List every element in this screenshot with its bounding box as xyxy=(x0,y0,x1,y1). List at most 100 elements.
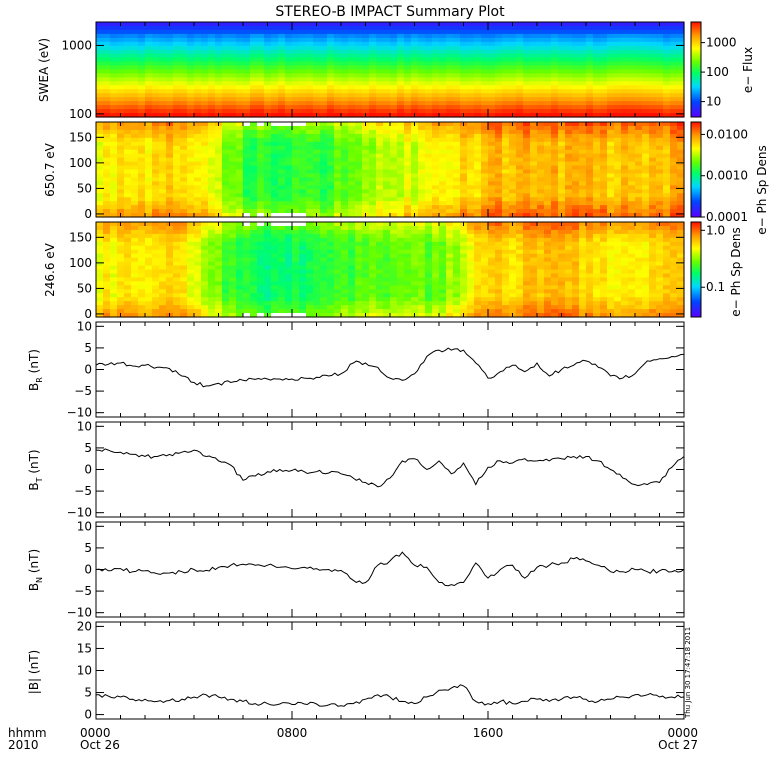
pad246-cell xyxy=(236,293,244,298)
pad650-cell xyxy=(509,125,517,131)
swea-cell xyxy=(621,101,629,106)
pad650-cell xyxy=(579,169,587,175)
pad650-cell xyxy=(299,145,307,151)
pad650-cell xyxy=(425,145,433,151)
pad650-cell xyxy=(565,122,573,127)
pad650-cell xyxy=(138,197,146,202)
pad650-cell xyxy=(621,201,629,206)
pad246-cell xyxy=(138,277,146,282)
pad246-cell xyxy=(299,261,307,267)
pad650-cell xyxy=(201,201,209,206)
swea-cell xyxy=(145,61,153,67)
pad650-cell xyxy=(586,169,594,175)
pad650-cell xyxy=(145,141,153,147)
pad650-cell xyxy=(229,145,237,151)
pad650-cell xyxy=(320,137,328,143)
pad650-cell xyxy=(390,205,398,210)
pad650-cell xyxy=(495,201,503,206)
pad650-cell xyxy=(572,145,580,151)
swea-cell xyxy=(103,49,111,55)
pad650-cell xyxy=(453,141,461,147)
pad650-cell xyxy=(537,201,545,206)
swea-cell xyxy=(299,22,307,27)
pad246-cell xyxy=(320,257,328,263)
swea-cell xyxy=(208,101,216,106)
swea-cell xyxy=(103,41,111,47)
swea-cell xyxy=(621,105,629,110)
swea-cell xyxy=(397,53,405,59)
swea-cell xyxy=(607,93,615,98)
pad650-cell xyxy=(537,205,545,210)
pad650-cell xyxy=(180,209,188,214)
swea-cell xyxy=(411,69,419,75)
swea-cell xyxy=(145,113,153,118)
pad650-cell xyxy=(103,129,111,135)
swea-cell xyxy=(481,49,489,55)
pad650-cell xyxy=(558,145,566,151)
pad650-cell xyxy=(285,129,293,135)
swea-cell xyxy=(292,33,300,39)
swea-cell xyxy=(397,69,405,75)
pad246-cell xyxy=(299,233,307,239)
pad650-cell xyxy=(285,177,293,182)
pad650-cell xyxy=(250,165,258,171)
swea-cell xyxy=(355,109,363,114)
pad246-cell xyxy=(313,289,321,294)
swea-cell xyxy=(481,85,489,90)
pad650-cell xyxy=(642,157,650,163)
swea-cell xyxy=(152,53,160,59)
pad650-cell xyxy=(432,133,440,139)
swea-cell xyxy=(523,85,531,90)
pad650-cell xyxy=(369,209,377,214)
pad246-cell xyxy=(96,233,104,239)
pad246-cell xyxy=(257,265,265,271)
swea-cell xyxy=(383,69,391,75)
pad650-cell xyxy=(187,173,195,179)
swea-cell xyxy=(460,49,468,55)
pad650-cell xyxy=(649,129,657,135)
pad650-cell xyxy=(180,129,188,135)
pad650-cell xyxy=(299,149,307,155)
pad650-cell xyxy=(383,161,391,167)
pad650-cell xyxy=(467,165,475,171)
pad246-gap-cell xyxy=(299,222,307,227)
pad246-cell xyxy=(313,281,321,286)
swea-cell xyxy=(362,37,370,43)
pad650-cell xyxy=(215,177,223,182)
pad246-cell xyxy=(187,297,195,302)
pad650-cell xyxy=(369,185,377,190)
pad246-cell xyxy=(285,277,293,282)
swea-cell xyxy=(376,69,384,75)
swea-cell xyxy=(635,33,643,39)
swea-cell xyxy=(418,57,426,63)
pad650-cell xyxy=(425,141,433,147)
pad246-cell xyxy=(257,253,265,259)
swea-cell xyxy=(110,65,118,71)
pad246-cell xyxy=(201,289,209,294)
pad246-cell xyxy=(96,281,104,286)
pad246-cell xyxy=(173,273,181,279)
pad246-cell xyxy=(159,222,167,227)
swea-cell xyxy=(579,49,587,55)
swea-cell xyxy=(656,57,664,63)
swea-cell xyxy=(635,73,643,79)
pad650-cell xyxy=(418,141,426,147)
pad246-cell xyxy=(152,297,160,302)
swea-cell xyxy=(579,33,587,39)
swea-cell xyxy=(593,85,601,90)
pad650-cell xyxy=(425,137,433,143)
pad246-cell xyxy=(159,313,167,318)
swea-cell xyxy=(152,105,160,110)
pad650-cell xyxy=(299,197,307,202)
pad650-cell xyxy=(187,201,195,206)
pad650-cell xyxy=(285,205,293,210)
pad650-cell xyxy=(152,169,160,175)
pad246-cell xyxy=(159,301,167,306)
swea-cell xyxy=(355,33,363,39)
swea-cell xyxy=(446,73,454,79)
swea-cell xyxy=(173,81,181,86)
pad650-cell xyxy=(285,145,293,151)
pad650-cell xyxy=(446,205,454,210)
swea-cell xyxy=(495,77,503,82)
